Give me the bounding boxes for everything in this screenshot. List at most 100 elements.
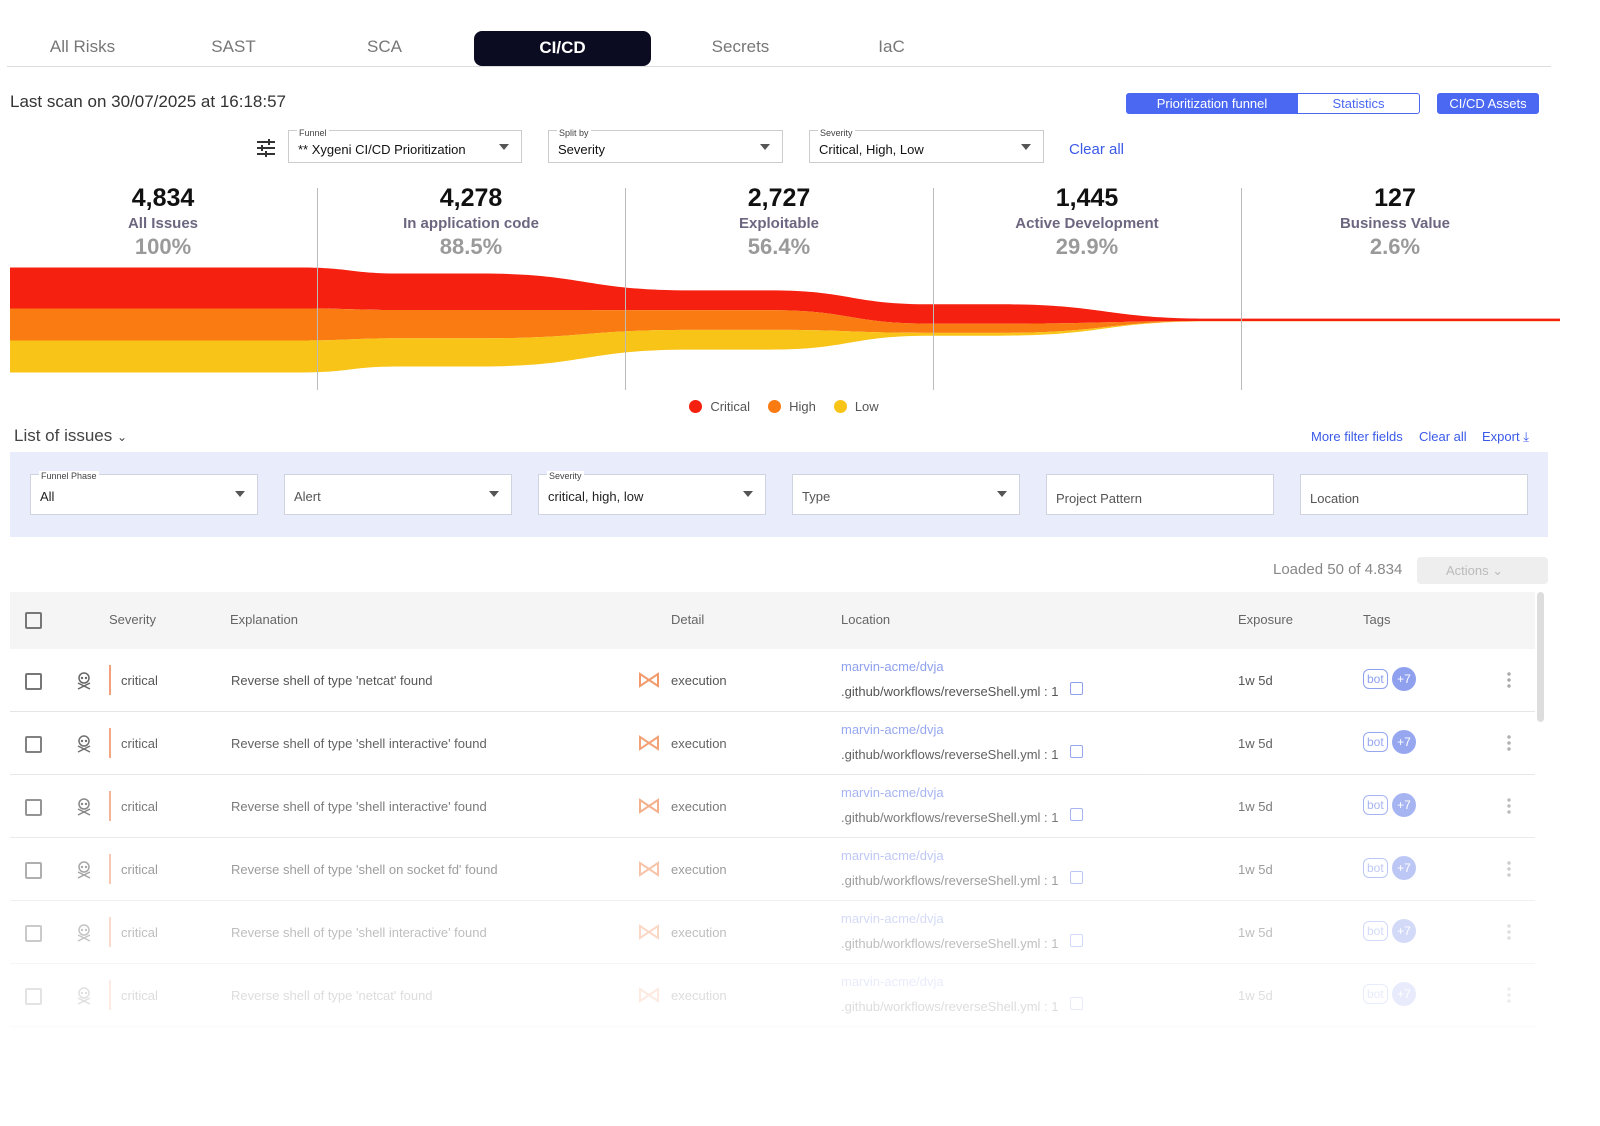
severity: critical (121, 799, 158, 814)
issue-row[interactable]: critical Reverse shell of type 'shell int… (10, 901, 1535, 964)
issues-title[interactable]: List of issues ⌄ (14, 426, 128, 445)
stage-divider (625, 188, 626, 390)
actions-text: Actions (1446, 563, 1489, 578)
filter-field[interactable]: Location (1300, 474, 1528, 515)
issue-row[interactable]: critical Reverse shell of type 'shell on … (10, 838, 1535, 901)
tab[interactable]: SAST (211, 37, 256, 56)
actions-button[interactable]: Actions ⌄ (1417, 557, 1548, 584)
detail-icon (639, 924, 659, 940)
export[interactable]: Export ⤓ (1482, 429, 1529, 444)
row-menu[interactable] (1507, 923, 1511, 941)
external-link[interactable] (1070, 997, 1083, 1010)
issue-row[interactable]: critical Reverse shell of type 'netcat' f… (10, 964, 1535, 1027)
select-all[interactable] (25, 612, 42, 629)
skull-icon (77, 924, 91, 942)
tag-more[interactable]: +7 (1392, 982, 1416, 1006)
row-checkbox[interactable] (25, 988, 42, 1005)
tab[interactable]: Secrets (711, 37, 770, 56)
explanation: Reverse shell of type 'netcat' found (231, 988, 433, 1003)
field-value: All (40, 489, 55, 504)
external-link[interactable] (1070, 808, 1083, 821)
row-menu[interactable] (1507, 860, 1511, 878)
filter-field[interactable]: Type (792, 474, 1020, 515)
stage-percent: 56.4% (747, 234, 811, 259)
tab[interactable]: CI/CD (474, 31, 651, 66)
field-label: Severity (547, 471, 584, 481)
more-filters[interactable]: More filter fields (1311, 429, 1403, 444)
field-value: critical, high, low (548, 489, 644, 504)
file: .github/workflows/reverseShell.yml : 1 (841, 810, 1059, 825)
funnel-select[interactable]: Split by Severity (548, 128, 783, 163)
row-checkbox[interactable] (25, 862, 42, 879)
funnel-chart (10, 267, 1560, 373)
legend-dot (689, 400, 703, 413)
filter-field[interactable]: Project Pattern (1046, 474, 1274, 515)
view-button[interactable]: Prioritization funnel (1126, 93, 1298, 114)
exposure: 1w 5d (1238, 862, 1273, 877)
skull-icon (77, 735, 91, 753)
filter-field[interactable]: Alert (284, 474, 512, 515)
stage-count: 4,278 (439, 184, 503, 212)
repo[interactable]: marvin-acme/dvja (841, 911, 944, 926)
row-menu[interactable] (1507, 671, 1511, 689)
repo[interactable]: marvin-acme/dvja (841, 848, 944, 863)
view-button[interactable]: CI/CD Assets (1437, 93, 1539, 114)
stage-percent: 2.6% (1369, 234, 1421, 259)
detail: execution (671, 988, 727, 1003)
tab[interactable]: SCA (367, 37, 402, 56)
funnel-select[interactable]: Severity Critical, High, Low (809, 128, 1044, 163)
external-link[interactable] (1070, 934, 1083, 947)
external-link[interactable] (1070, 682, 1083, 695)
view-button[interactable]: Statistics (1297, 93, 1420, 114)
tag-more[interactable]: +7 (1392, 667, 1416, 691)
legend-item: Critical (689, 399, 750, 414)
row-checkbox[interactable] (25, 925, 42, 942)
tag: bot (1363, 984, 1388, 1004)
exposure: 1w 5d (1238, 799, 1273, 814)
detail-icon (639, 798, 659, 814)
row-checkbox[interactable] (25, 799, 42, 816)
severity-bar (109, 728, 111, 758)
repo[interactable]: marvin-acme/dvja (841, 722, 944, 737)
repo[interactable]: marvin-acme/dvja (841, 785, 944, 800)
filter-field[interactable]: Funnel Phase All (30, 471, 258, 515)
issue-row[interactable]: critical Reverse shell of type 'netcat' f… (10, 649, 1535, 712)
legend: Critical High Low (0, 399, 1568, 414)
legend-item: High (768, 399, 816, 414)
row-menu[interactable] (1507, 734, 1511, 752)
severity: critical (121, 736, 158, 751)
tag-more[interactable]: +7 (1392, 856, 1416, 880)
issue-row[interactable]: critical Reverse shell of type 'shell int… (10, 712, 1535, 775)
repo[interactable]: marvin-acme/dvja (841, 659, 944, 674)
row-checkbox[interactable] (25, 673, 42, 690)
severity-bar (109, 917, 111, 947)
tag-more[interactable]: +7 (1392, 730, 1416, 754)
tag-more[interactable]: +7 (1392, 919, 1416, 943)
external-link[interactable] (1070, 745, 1083, 758)
tag-more[interactable]: +7 (1392, 793, 1416, 817)
filter-field[interactable]: Severity critical, high, low (538, 471, 766, 515)
row-menu[interactable] (1507, 797, 1511, 815)
severity: critical (121, 988, 158, 1003)
funnel-select[interactable]: Funnel ** Xygeni CI/CD Prioritization (288, 128, 522, 163)
repo[interactable]: marvin-acme/dvja (841, 974, 944, 989)
select-value: Critical, High, Low (819, 142, 924, 157)
exposure: 1w 5d (1238, 925, 1273, 940)
external-link[interactable] (1070, 871, 1083, 884)
stage-count: 1,445 (1055, 184, 1119, 212)
clear-all-issues[interactable]: Clear all (1419, 429, 1467, 444)
exposure: 1w 5d (1238, 736, 1273, 751)
issue-row[interactable]: critical Reverse shell of type 'shell int… (10, 775, 1535, 838)
tab[interactable]: All Risks (49, 37, 116, 56)
stage-percent: 100% (134, 234, 192, 259)
row-menu[interactable] (1507, 986, 1511, 1004)
clear-all[interactable]: Clear all (1069, 141, 1125, 158)
file: .github/workflows/reverseShell.yml : 1 (841, 999, 1059, 1014)
tab[interactable]: IaC (878, 37, 905, 56)
scrollbar[interactable] (1537, 592, 1544, 722)
funnel-band (10, 267, 1560, 324)
filter-icon[interactable] (255, 137, 277, 159)
column-header: Severity (109, 612, 156, 627)
row-checkbox[interactable] (25, 736, 42, 753)
